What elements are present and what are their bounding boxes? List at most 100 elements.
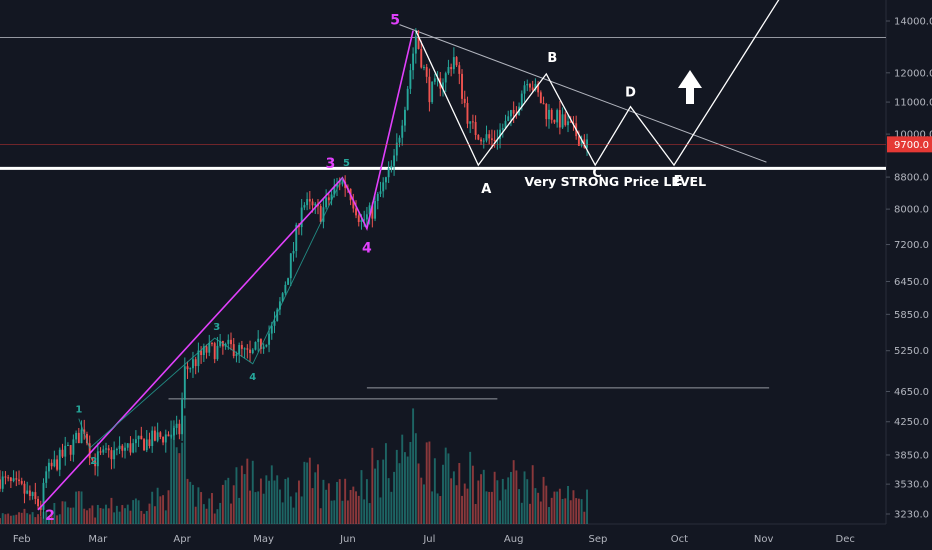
volume-bar — [548, 507, 550, 524]
volume-bar — [56, 515, 59, 524]
volume-bar — [531, 465, 534, 524]
price-axis-panel[interactable] — [886, 0, 932, 550]
y-tick-label: 14000.0 — [894, 17, 932, 28]
candle-body — [50, 462, 53, 467]
candle-body — [529, 84, 531, 88]
volume-bar — [7, 513, 10, 524]
candle-body — [86, 433, 88, 444]
candle-body — [88, 443, 91, 458]
volume-bar — [259, 478, 262, 524]
volume-bar — [387, 478, 390, 524]
y-tick-label: 3230.0 — [894, 510, 929, 521]
y-tick-label: 8800.0 — [894, 173, 929, 184]
candle-body — [368, 205, 371, 215]
volume-bar — [167, 490, 170, 524]
candle-body — [254, 341, 257, 350]
volume-bar — [417, 463, 420, 524]
candle-body — [412, 53, 415, 71]
volume-bar — [110, 497, 113, 524]
volume-bar — [303, 461, 306, 524]
candle-body — [121, 445, 124, 451]
candle-body — [34, 492, 37, 499]
y-tick-label: 12000.0 — [894, 68, 932, 79]
volume-bar — [450, 478, 453, 524]
candle-body — [183, 366, 186, 400]
volume-bar — [270, 465, 273, 524]
candle-body — [270, 325, 273, 334]
volume-bar — [325, 489, 328, 524]
volume-bar — [1, 513, 4, 524]
candle-body — [534, 83, 537, 90]
y-tick-label: 5250.0 — [894, 346, 929, 357]
volume-bar — [186, 478, 189, 524]
volume-bar — [496, 480, 499, 524]
volume-bar — [409, 441, 412, 524]
x-tick-label: Oct — [671, 534, 688, 545]
candle-body — [113, 450, 116, 460]
volume-bar — [371, 447, 374, 524]
volume-bar — [520, 502, 523, 524]
volume-bar — [192, 484, 194, 524]
volume-bar — [181, 442, 184, 524]
candle-body — [167, 434, 170, 437]
volume-bar — [183, 415, 186, 524]
candle-body — [28, 490, 31, 497]
volume-bar — [314, 472, 317, 524]
candle-body — [442, 82, 444, 89]
volume-bar — [349, 490, 352, 524]
volume-bar — [499, 500, 502, 524]
volume-bar — [278, 489, 281, 524]
wave-minor-label: 5 — [343, 158, 350, 169]
candle-body — [134, 439, 137, 444]
candle-body — [126, 443, 129, 448]
candle-body — [444, 73, 447, 83]
candle-body — [37, 498, 40, 507]
candle-body — [249, 349, 251, 354]
volume-bar — [501, 478, 504, 524]
volume-bar — [200, 492, 203, 524]
volume-bar — [91, 505, 94, 524]
volume-bar — [235, 467, 238, 524]
candle-body — [216, 345, 219, 360]
candle-body — [64, 445, 67, 457]
candle-body — [523, 85, 526, 94]
volume-bar — [542, 476, 545, 524]
volume-bar — [317, 464, 319, 524]
candle-body — [148, 439, 151, 447]
y-tick-label: 4650.0 — [894, 387, 929, 398]
y-tick-label: 7200.0 — [894, 240, 929, 251]
volume-bar — [37, 514, 40, 524]
candle-body — [490, 138, 493, 140]
volume-bar — [276, 475, 279, 524]
volume-bar — [490, 491, 493, 524]
candle-body — [170, 435, 173, 437]
candle-body — [129, 443, 132, 453]
volume-bar — [311, 488, 314, 524]
volume-bar — [28, 514, 31, 524]
candle-body — [107, 448, 110, 451]
abc-label: C — [592, 166, 602, 181]
candle-body — [80, 429, 83, 444]
volume-bar — [268, 480, 271, 524]
volume-bar — [132, 500, 135, 524]
volume-bar — [126, 504, 129, 524]
candle-body — [363, 219, 366, 221]
candle-body — [243, 348, 246, 350]
y-tick-label: 10000.0 — [894, 130, 932, 141]
volume-bar — [509, 471, 512, 524]
volume-bar — [330, 500, 333, 524]
volume-bar — [26, 513, 29, 524]
candle-body — [537, 83, 540, 93]
volume-bar — [232, 485, 235, 524]
x-tick-label: May — [253, 534, 274, 545]
candle-body — [420, 48, 423, 68]
candle-body — [26, 490, 29, 494]
volume-bar — [129, 510, 132, 524]
candle-body — [262, 346, 265, 349]
volume-bar — [257, 491, 260, 524]
volume-bar — [251, 460, 254, 524]
volume-bar — [221, 484, 224, 524]
volume-bar — [477, 480, 480, 524]
volume-bar — [216, 509, 219, 524]
